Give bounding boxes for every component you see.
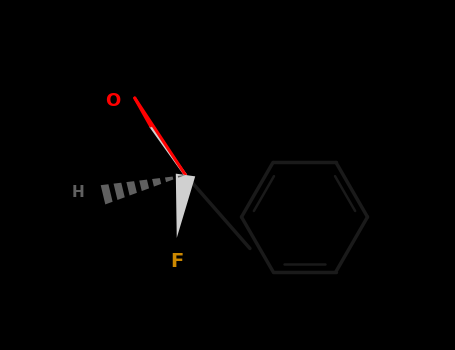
Polygon shape bbox=[176, 174, 195, 238]
Text: H: H bbox=[71, 185, 84, 200]
Text: O: O bbox=[106, 92, 121, 111]
Polygon shape bbox=[126, 181, 137, 196]
Polygon shape bbox=[114, 183, 125, 200]
Polygon shape bbox=[165, 176, 173, 182]
Polygon shape bbox=[178, 175, 186, 178]
Polygon shape bbox=[139, 180, 149, 191]
Polygon shape bbox=[101, 184, 112, 204]
Text: F: F bbox=[170, 252, 183, 271]
Polygon shape bbox=[152, 178, 161, 187]
